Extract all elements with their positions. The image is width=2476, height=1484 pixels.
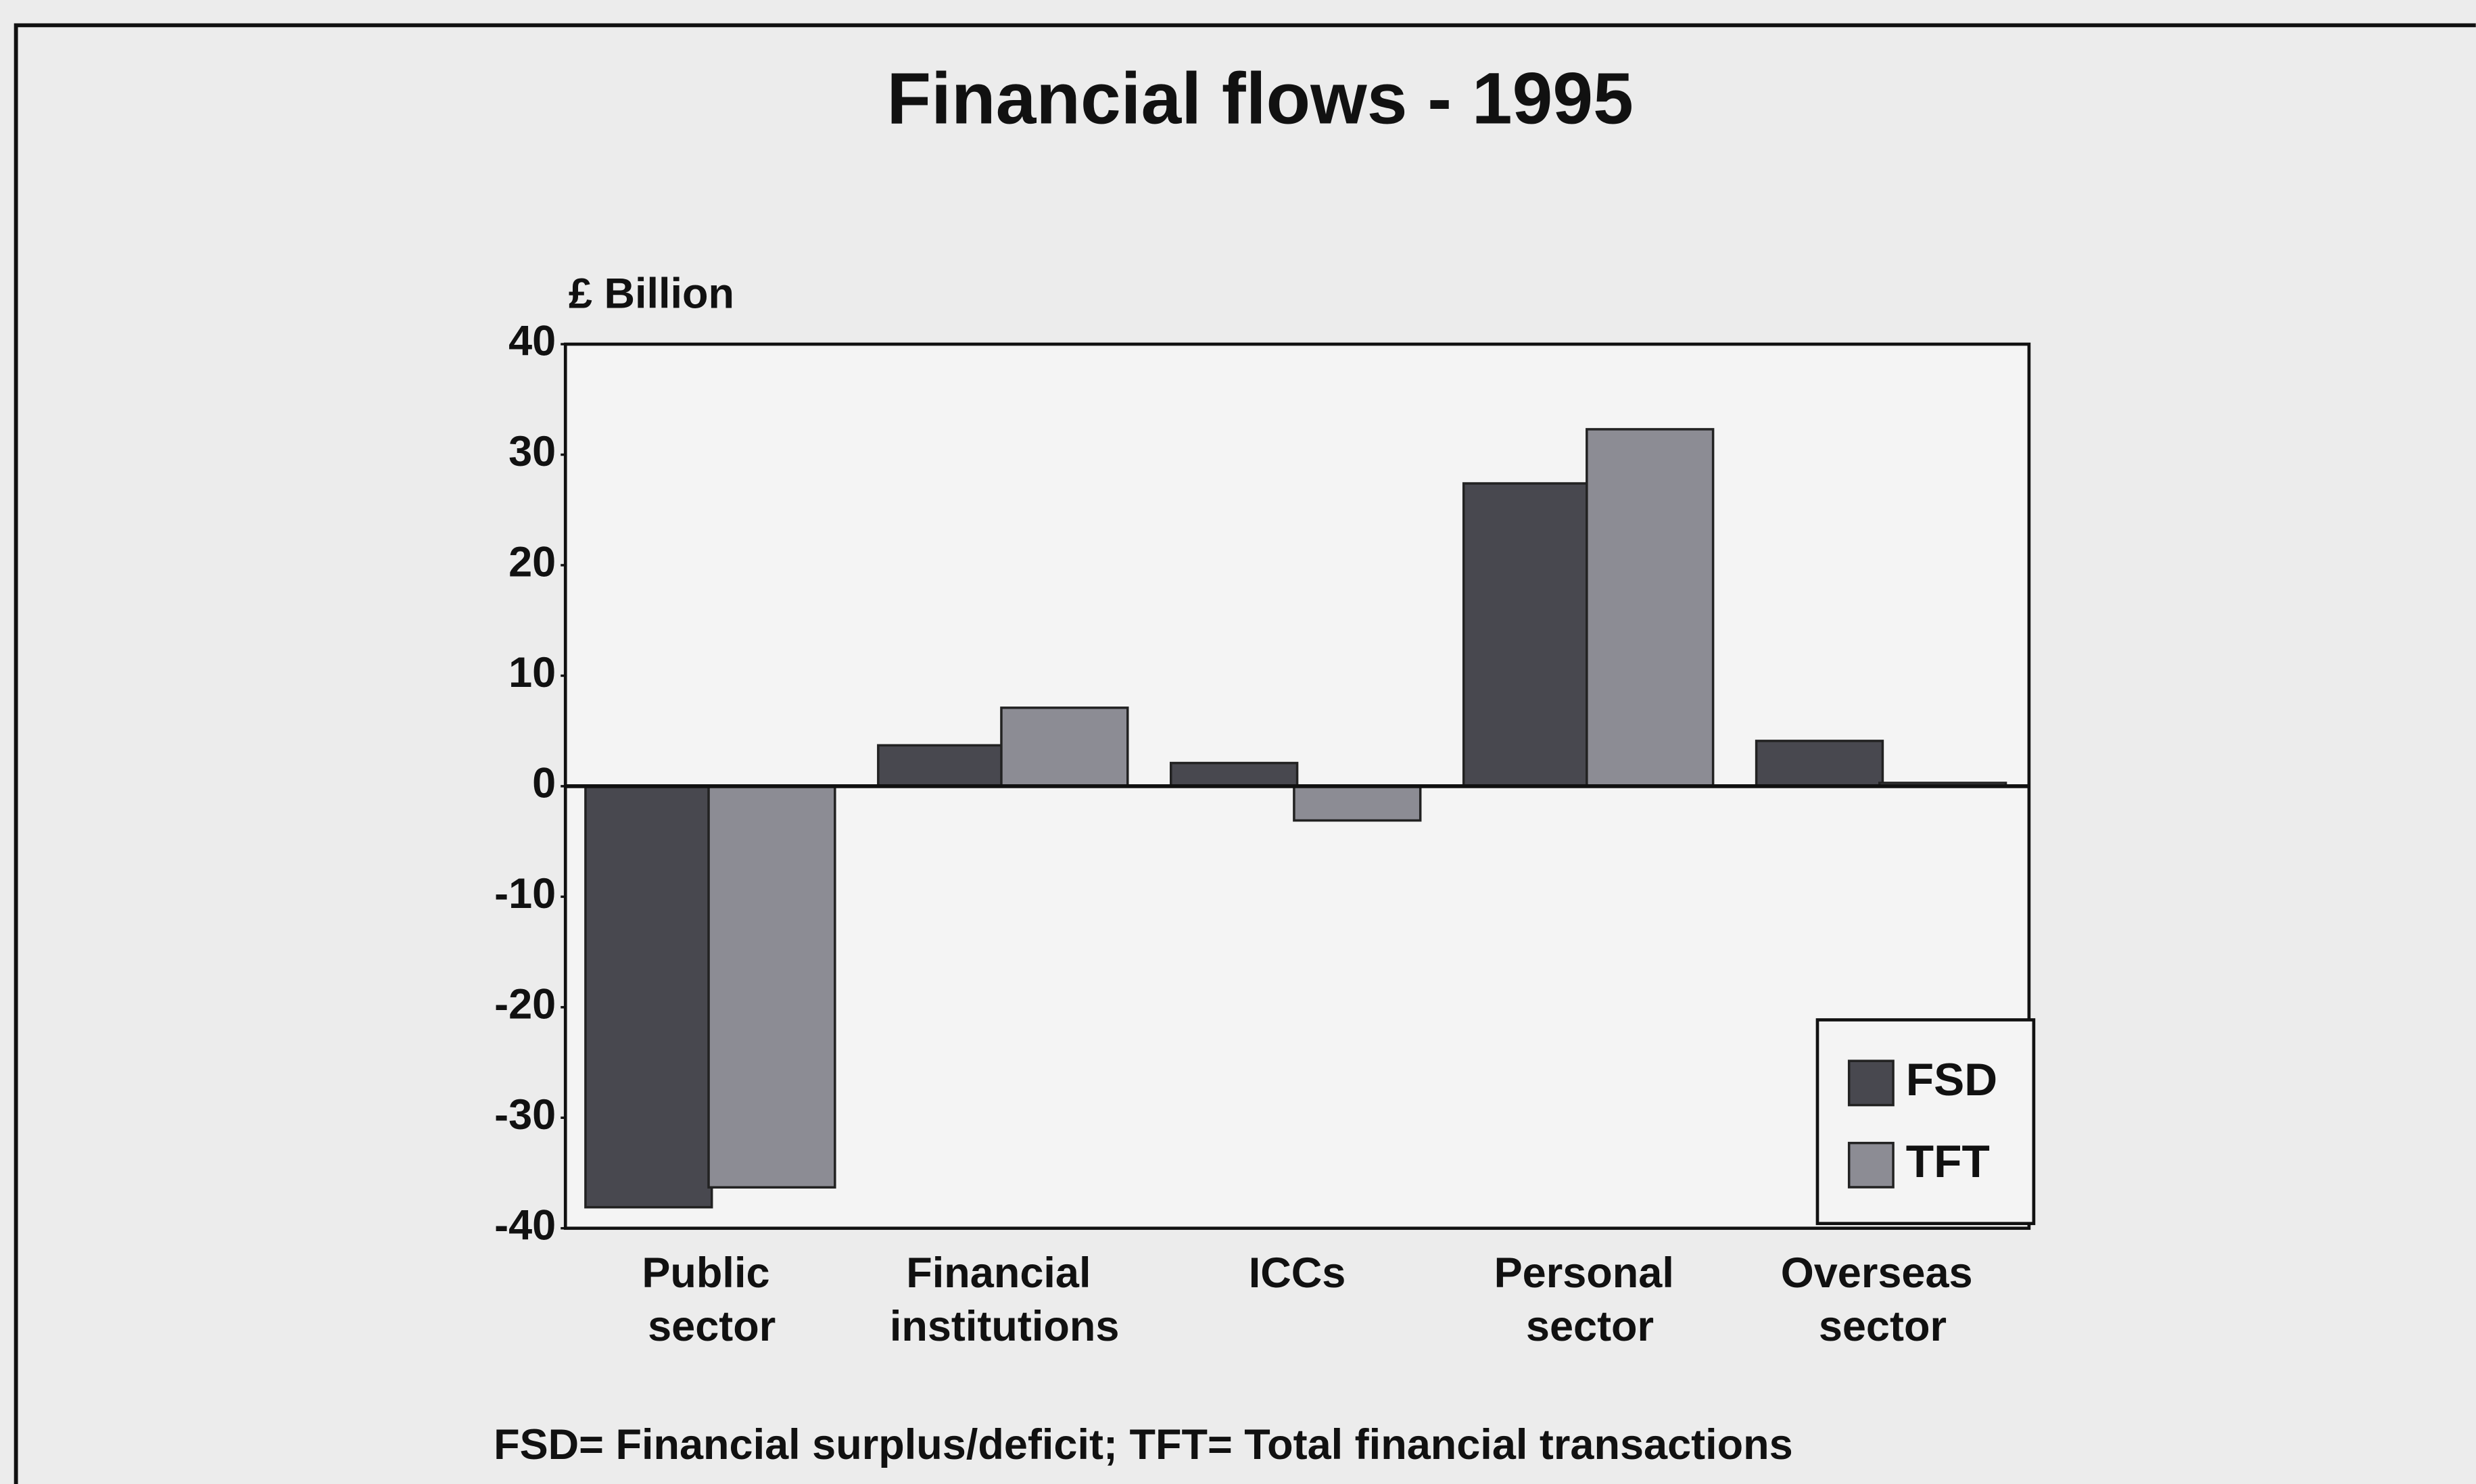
bar — [1462, 482, 1592, 788]
x-tick-label: Public sector — [642, 1249, 782, 1349]
bar — [877, 744, 1006, 788]
bar — [1293, 785, 1422, 822]
legend-swatch — [1847, 1059, 1895, 1107]
y-axis-label: £ Billion — [569, 270, 734, 318]
bar — [1000, 707, 1129, 788]
y-tick-label: -30 — [494, 1091, 556, 1139]
y-tick-label: 10 — [508, 649, 556, 696]
legend-swatch — [1847, 1141, 1895, 1189]
legend-box — [1815, 1018, 2036, 1226]
page-frame — [14, 23, 2476, 1484]
bar — [1170, 761, 1299, 788]
bar — [1586, 428, 1715, 788]
y-tick-label: 40 — [508, 318, 556, 365]
x-tick-label: Financial institutions — [890, 1249, 1120, 1349]
chart-title: Financial flows - 1995 — [887, 57, 1634, 139]
x-tick-label: Overseas sector — [1781, 1249, 1984, 1349]
y-tick-label: 20 — [508, 539, 556, 586]
legend-label: FSD — [1906, 1055, 1997, 1105]
x-tick-label: Personal sector — [1494, 1249, 1686, 1349]
bar — [584, 785, 713, 1209]
y-tick-label: 30 — [508, 428, 556, 475]
bar — [1755, 740, 1884, 788]
y-tick-label: -20 — [494, 980, 556, 1028]
y-tick-label: -10 — [494, 870, 556, 917]
legend-label: TFT — [1906, 1136, 1990, 1187]
bar — [707, 785, 836, 1189]
y-tick-label: -40 — [494, 1201, 556, 1249]
y-tick-label: 0 — [532, 760, 556, 807]
footnote: FSD= Financial surplus/deficit; TFT= Tot… — [494, 1421, 1793, 1468]
x-tick-label: ICCs — [1249, 1249, 1346, 1296]
